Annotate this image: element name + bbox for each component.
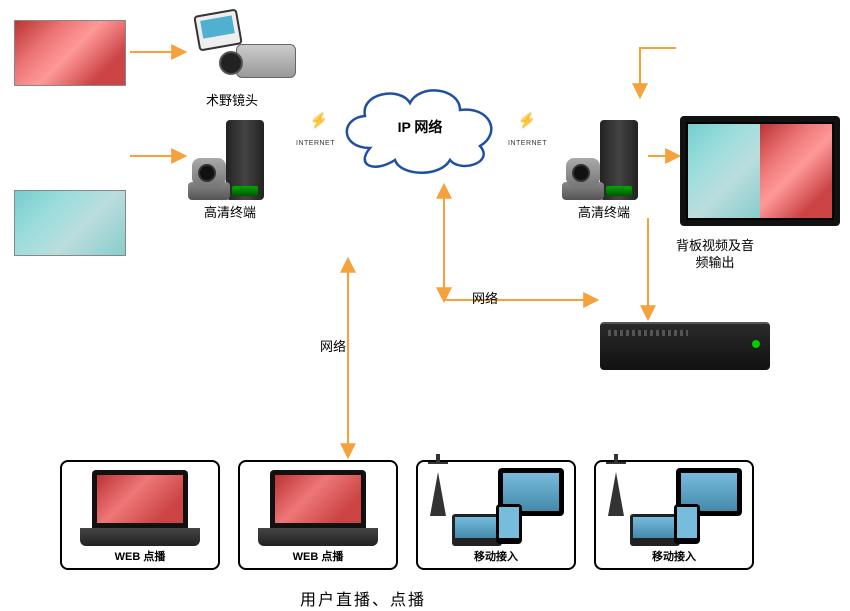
av-output-line2: 频输出 [695,255,734,270]
hd-terminal-right [560,100,680,200]
terminal-left-label: 高清终端 [204,202,256,221]
display-monitor [680,116,840,226]
doctors-to-terminal-r [640,48,676,96]
ip-network-cloud: IP 网络 [330,78,510,178]
av-output-label: 背板视频及音 频输出 [660,238,770,272]
client-mobile-2: 移动接入 [594,460,754,570]
client-web-2-caption: WEB 点播 [240,548,396,564]
network-label-1: 网络 [472,288,498,307]
wireless-spark-right: ⚡ [518,112,535,129]
recorder-device [600,322,770,370]
surgery-camera-device [186,18,296,88]
client-mobile-1: 移动接入 [416,460,576,570]
terminal-right-label: 高清终端 [578,202,630,221]
laptop-icon [80,470,200,546]
network-label-2: 网络 [320,336,346,355]
mobile-devices-icon [426,468,566,546]
hd-terminal-left [186,100,306,200]
internet-label-right: INTERNET [508,140,547,147]
bottom-caption: 用户直播、点播 [300,586,426,610]
client-web-1: WEB 点播 [60,460,220,570]
client-mobile-2-caption: 移动接入 [596,548,752,564]
surgery-feed-1 [14,20,126,86]
internet-label-left: INTERNET [296,140,335,147]
av-output-line1: 背板视频及音 [676,238,754,253]
client-web-2: WEB 点播 [238,460,398,570]
client-web-1-caption: WEB 点播 [62,548,218,564]
mobile-devices-icon [604,468,744,546]
client-mobile-1-caption: 移动接入 [418,548,574,564]
wireless-spark-left: ⚡ [310,112,327,129]
operating-room-feed [14,190,126,256]
cloud-text: IP 网络 [398,119,443,135]
laptop-icon [258,470,378,546]
